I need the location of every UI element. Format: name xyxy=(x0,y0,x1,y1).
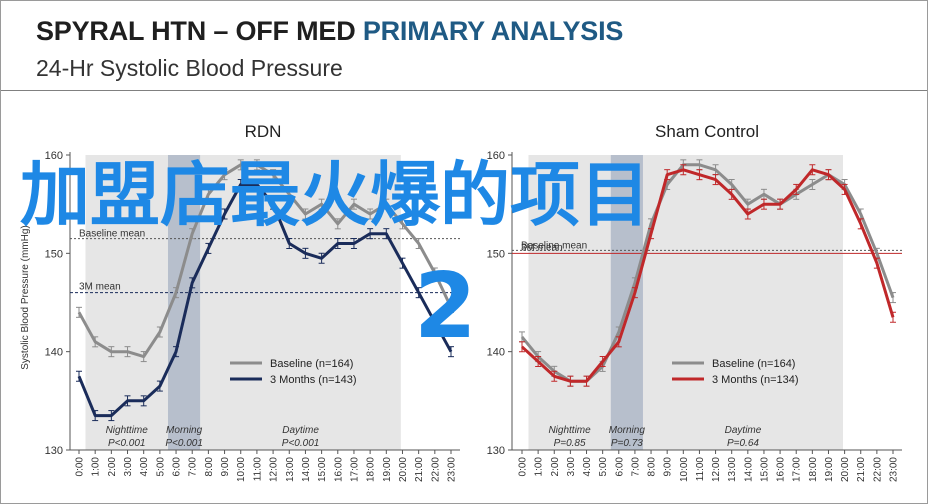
x-tick-label: 4:00 xyxy=(582,457,593,477)
x-tick-label: 16:00 xyxy=(776,457,787,482)
x-tick-label: 6:00 xyxy=(614,457,625,477)
x-tick-label: 9:00 xyxy=(663,457,674,477)
x-tick-label: 14:00 xyxy=(743,457,754,482)
three-month-mean-label: 3M mean xyxy=(521,242,563,253)
x-tick-label: 9:00 xyxy=(220,457,231,477)
three-month-series-line xyxy=(77,183,453,418)
x-tick-label: 6:00 xyxy=(172,457,183,477)
x-tick-label: 3:00 xyxy=(123,457,134,477)
x-tick-label: 21:00 xyxy=(414,457,425,482)
baseline-series-line xyxy=(77,163,453,359)
panel-title: Sham Control xyxy=(655,122,759,141)
morning-band xyxy=(610,155,643,450)
legend-label: 3 Months (n=134) xyxy=(712,374,799,386)
y-tick-label: 150 xyxy=(487,248,505,260)
x-tick-label: 5:00 xyxy=(598,457,609,477)
slide-title: SPYRAL HTN – OFF MED PRIMARY ANALYSIS xyxy=(36,16,623,47)
x-tick-label: 11:00 xyxy=(695,457,706,482)
x-tick-label: 0:00 xyxy=(518,457,529,477)
title-prefix: SPYRAL HTN – OFF MED xyxy=(36,16,363,46)
x-tick-label: 12:00 xyxy=(711,457,722,482)
y-tick-label: 130 xyxy=(45,445,63,457)
x-tick-label: 8:00 xyxy=(647,457,658,477)
x-tick-label: 1:00 xyxy=(534,457,545,477)
x-tick-label: 12:00 xyxy=(269,457,280,482)
period-p-value: P<0.001 xyxy=(282,438,320,449)
x-tick-label: 18:00 xyxy=(808,457,819,482)
x-tick-label: 14:00 xyxy=(301,457,312,482)
x-tick-label: 15:00 xyxy=(317,457,328,482)
panel-title: RDN xyxy=(245,122,282,141)
x-tick-label: 15:00 xyxy=(759,457,770,482)
x-tick-label: 11:00 xyxy=(252,457,263,482)
period-p-value: P<0.001 xyxy=(165,438,203,449)
x-tick-label: 4:00 xyxy=(139,457,150,477)
baseline-mean-label: Baseline mean xyxy=(79,229,145,240)
x-tick-label: 18:00 xyxy=(366,457,377,482)
period-p-value: P=0.85 xyxy=(554,438,586,449)
x-tick-label: 1:00 xyxy=(91,457,102,477)
period-label: Morning xyxy=(609,425,646,436)
watermark-overlay-number: 2 xyxy=(414,254,477,359)
x-tick-label: 22:00 xyxy=(430,457,441,482)
x-tick-label: 22:00 xyxy=(872,457,883,482)
x-tick-label: 7:00 xyxy=(188,457,199,477)
period-p-value: P=0.73 xyxy=(611,438,643,449)
watermark-overlay-text: 加盟店最火爆的项目 xyxy=(20,154,650,236)
x-tick-label: 8:00 xyxy=(204,457,215,477)
slide-header: SPYRAL HTN – OFF MED PRIMARY ANALYSIS 24… xyxy=(0,0,928,91)
y-tick-label: 160 xyxy=(487,150,505,162)
period-label: Nighttime xyxy=(106,425,149,436)
x-tick-label: 10:00 xyxy=(236,457,247,482)
period-label: Daytime xyxy=(725,425,762,436)
period-p-value: P=0.64 xyxy=(727,438,759,449)
y-tick-label: 140 xyxy=(45,347,63,359)
y-tick-label: 150 xyxy=(45,248,63,260)
y-tick-label: 160 xyxy=(45,150,63,162)
title-highlight: PRIMARY ANALYSIS xyxy=(362,16,624,46)
three-month-mean-label: 3M mean xyxy=(79,282,121,293)
x-tick-label: 19:00 xyxy=(824,457,835,482)
period-label: Morning xyxy=(166,425,203,436)
legend-label: 3 Months (n=143) xyxy=(270,374,357,386)
y-axis-label: Systolic Blood Pressure (mmHg) xyxy=(20,225,31,369)
x-tick-label: 2:00 xyxy=(107,457,118,477)
x-tick-label: 13:00 xyxy=(727,457,738,482)
x-tick-label: 19:00 xyxy=(382,457,393,482)
x-tick-label: 2:00 xyxy=(550,457,561,477)
x-tick-label: 17:00 xyxy=(792,457,803,482)
baseline-mean-label: Baseline mean xyxy=(521,240,587,251)
y-tick-label: 130 xyxy=(487,445,505,457)
x-tick-label: 17:00 xyxy=(349,457,360,482)
daytime-band xyxy=(642,155,843,450)
x-tick-label: 16:00 xyxy=(333,457,344,482)
x-tick-label: 20:00 xyxy=(840,457,851,482)
legend-label: Baseline (n=164) xyxy=(270,358,353,370)
legend-label: Baseline (n=164) xyxy=(712,358,795,370)
x-tick-label: 23:00 xyxy=(447,457,458,482)
slide-subtitle: 24-Hr Systolic Blood Pressure xyxy=(36,55,343,81)
period-p-value: P<0.001 xyxy=(108,438,146,449)
x-tick-label: 10:00 xyxy=(679,457,690,482)
x-tick-label: 5:00 xyxy=(155,457,166,477)
x-tick-label: 23:00 xyxy=(889,457,900,482)
three-month-series-line xyxy=(520,168,895,383)
x-tick-label: 0:00 xyxy=(75,457,86,477)
x-tick-label: 13:00 xyxy=(285,457,296,482)
period-label: Daytime xyxy=(282,425,319,436)
daytime-band xyxy=(200,155,401,450)
x-tick-label: 3:00 xyxy=(566,457,577,477)
period-label: Nighttime xyxy=(548,425,591,436)
x-tick-label: 21:00 xyxy=(856,457,867,482)
y-tick-label: 140 xyxy=(487,347,505,359)
x-tick-label: 20:00 xyxy=(398,457,409,482)
nighttime-band xyxy=(528,155,611,450)
x-tick-label: 7:00 xyxy=(630,457,641,477)
